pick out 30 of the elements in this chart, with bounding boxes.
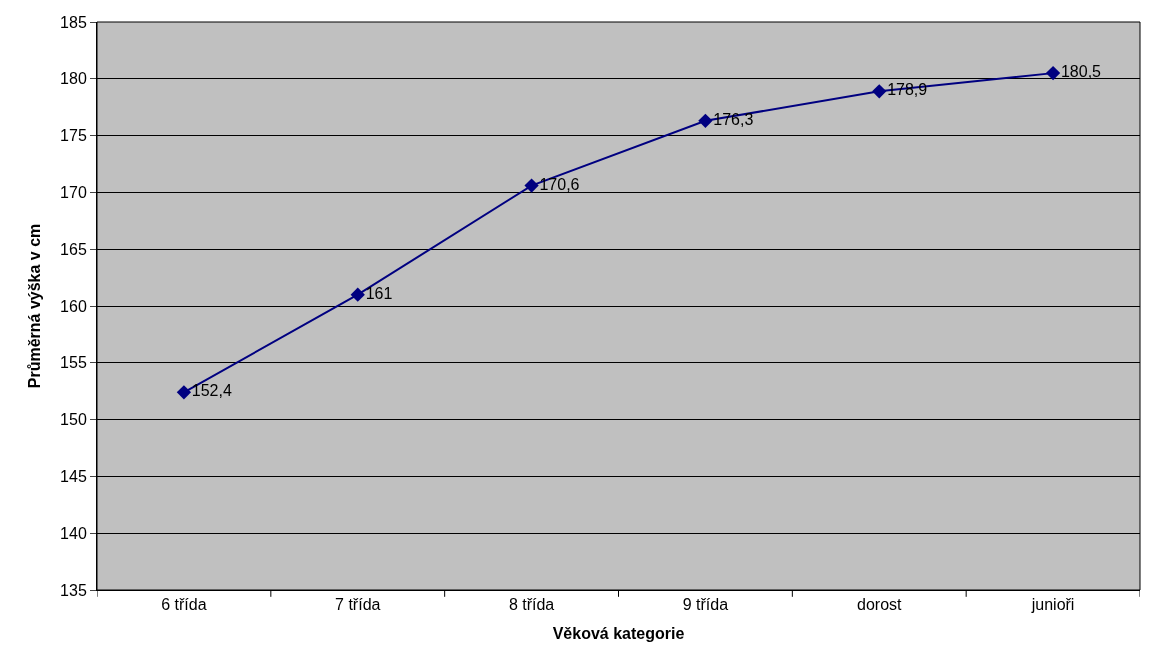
x-tick-label: 9 třída	[682, 596, 729, 614]
x-tick-label: junioři	[1030, 596, 1075, 614]
x-tick-label: 7 třída	[335, 596, 381, 614]
y-tick-label: 160	[60, 297, 87, 315]
point	[698, 113, 713, 128]
data-label: 152,4	[191, 382, 232, 400]
y-axis-title: Průměrná výška v cm	[26, 223, 43, 389]
point	[1045, 65, 1061, 81]
point	[350, 287, 365, 302]
x-axis-title: Věková kategorie	[552, 624, 685, 642]
point	[176, 385, 192, 400]
data-label: 180,5	[1060, 63, 1102, 81]
y-tick-label: 170	[60, 184, 87, 201]
x-tick-label: dorost	[857, 596, 903, 614]
data-label: 161	[365, 284, 393, 302]
point	[524, 178, 539, 193]
y-tick-label: 185	[60, 13, 87, 31]
point	[872, 84, 887, 99]
x-tick-label: 8 třída	[508, 596, 555, 614]
y-tick-label: 155	[60, 354, 87, 372]
data-label: 176,3	[713, 110, 754, 128]
y-tick-label: 140	[60, 524, 87, 542]
data-label: 170,6	[539, 175, 580, 193]
y-tick-label: 150	[60, 411, 87, 429]
y-tick-label: 145	[60, 468, 87, 485]
y-tick-label: 165	[60, 240, 87, 258]
y-tick-label: 135	[60, 581, 87, 599]
y-tick-label: 180	[60, 70, 87, 88]
y-tick-label: 175	[60, 127, 87, 145]
x-tick-label: 6 třída	[161, 596, 207, 614]
